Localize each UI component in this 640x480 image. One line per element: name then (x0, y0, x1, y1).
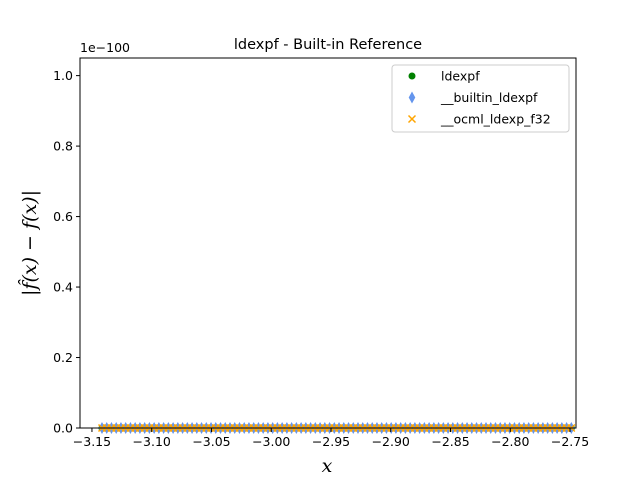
x-tick-label: −2.75 (551, 434, 589, 449)
y-axis-label: |f̂(x) − f(x)| (18, 190, 41, 296)
x-tick-label: −3.00 (252, 434, 290, 449)
x-tick-label: −2.80 (491, 434, 529, 449)
x-axis: −3.15 −3.10 −3.05 −3.00 −2.95 −2.90 −2.85 −2.80… (73, 428, 589, 449)
x-tick-label: −3.10 (133, 434, 171, 449)
axes-frame (79, 57, 577, 429)
x-tick-label: −2.90 (372, 434, 410, 449)
y-tick-label: 1.0 (53, 68, 73, 83)
y-offset-text: 1e−100 (80, 40, 130, 55)
x-tick-label: −3.15 (73, 434, 111, 449)
legend-marker (407, 114, 417, 124)
y-tick-label: 0.6 (53, 209, 73, 224)
y-tick-label: 0.4 (53, 280, 73, 295)
legend-marker (408, 72, 416, 80)
y-tick-label: 0.2 (53, 350, 73, 365)
y-axis: 0.0 0.2 0.4 0.6 0.8 1.0 (53, 68, 80, 436)
legend-box (391, 64, 570, 133)
legend-label: __builtin_ldexpf (440, 90, 538, 105)
x-tick-label: −3.05 (192, 434, 230, 449)
y-tick-label: 0.8 (53, 139, 73, 154)
x-tick-label: −2.95 (312, 434, 350, 449)
legend-marker (408, 91, 416, 104)
y-tick-label: 0.0 (53, 421, 73, 436)
x-tick-label: −2.85 (431, 434, 469, 449)
legend-label: ldexpf (441, 69, 480, 84)
legend: ldexpf __builtin_ldexpf __ocml_ldexp_f32 (391, 64, 570, 133)
x-axis-label: x (322, 455, 333, 477)
legend-label: __ocml_ldexp_f32 (440, 112, 551, 127)
chart-title: ldexpf - Built-in Reference (234, 37, 422, 53)
